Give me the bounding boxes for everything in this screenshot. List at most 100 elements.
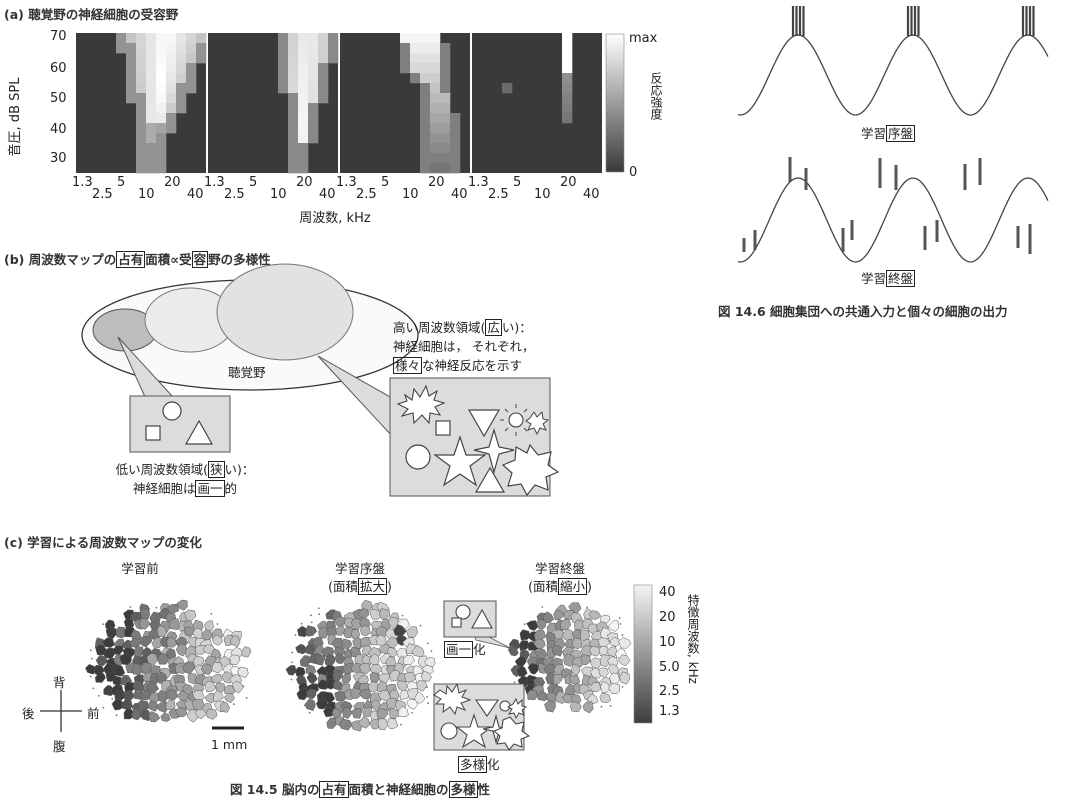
x-tick-4-1.3: 1.3 [468,175,489,190]
x-tick-1-20: 20 [164,175,181,190]
cell [139,607,151,620]
cell-dot [419,624,422,627]
cell-dot [426,686,428,689]
cell-dot [89,675,92,678]
cell-dot [242,685,245,688]
diverse-small-burst-shape [506,697,528,720]
cell [359,625,371,637]
cell [599,654,611,668]
colorbar-c-label: 特徴周波数, kHz [686,594,700,684]
cell-dot [600,705,603,708]
cell [139,709,151,722]
cell [600,680,611,693]
x-tick-2-20: 20 [296,175,313,190]
early-sub-box: 拡大 [357,578,387,595]
x-tick-4-2.5: 2.5 [488,187,509,202]
cell [314,654,326,666]
cell-dot [586,606,588,609]
cell [341,706,353,720]
early-sub-pre: (面積 [328,579,358,594]
cell [562,693,574,704]
cell-dot [426,696,428,698]
cell-dot [290,678,293,681]
scale-bar-label: 1 mm [211,737,248,752]
cell [316,699,329,710]
cell-map-before [85,599,252,723]
label-early-sub: (面積 拡大) [310,576,410,595]
cell [102,637,115,648]
cell [589,682,602,693]
cell [537,690,549,702]
cell [115,626,128,639]
low-circle-shape [162,401,182,421]
x-tick-3-40: 40 [451,187,468,202]
cell [358,688,372,700]
cell [551,644,563,657]
early-sub-post: ) [387,579,392,594]
high-triangle-shape [474,466,506,493]
panel-b-title: (b) 周波数マップの 占有 面積∝受容野の多様性 [4,249,271,268]
cell [306,688,317,700]
cell-dot [111,697,114,700]
cell [397,705,409,718]
cell [187,672,198,685]
cell-map-late [507,602,632,714]
cell [543,611,555,624]
cell-dot [609,704,612,707]
cell [165,688,178,701]
cell-dot [232,703,235,706]
high-burst-shape [396,384,446,425]
cell [205,708,218,720]
uniform-label-box: 画一 [444,641,474,658]
diverse-star7-shape [492,716,531,751]
low-line1-post: い)： [224,462,255,477]
panel-b-title-mid: 面積∝受 [145,252,192,267]
cell-dot [245,697,248,699]
y-tick-70: 70 [50,29,67,44]
cell-dot [513,681,516,684]
caption-box1: 占有 [319,781,349,798]
cell [606,646,618,657]
cell [388,707,399,719]
cell [406,698,418,710]
high-sun-shape [508,412,524,428]
cell-dot [291,661,293,664]
diverse-inverted-triangle-shape [474,699,500,717]
diverse-label-post: 化 [487,757,500,772]
low-line2-post: 的 [224,481,238,496]
cell [405,626,418,638]
cell [237,666,249,679]
cell [194,708,208,719]
label-before-learning: 学習前 [121,561,159,576]
cell [95,655,108,666]
cell [339,718,353,731]
cell [607,620,620,632]
panel-b-title-prefix: (b) 周波数マップの [4,252,117,267]
cell [608,682,620,695]
cell [166,636,177,648]
low-line2-box: 画一 [195,480,225,497]
uniform-label: 画一化 [444,639,486,658]
cell-dot [427,702,429,705]
cell [357,716,371,729]
low-triangle-shape [184,419,214,445]
cell-dot [155,606,158,609]
cell [231,680,245,694]
y-tick-60: 60 [50,61,67,76]
cell [201,663,213,675]
cell [204,693,216,704]
panel-c-title: (c) 学習による周波数マップの変化 [4,535,202,550]
cell [326,717,338,729]
cell [587,693,599,704]
cell-dot [619,623,622,625]
high-small-burst-shape [525,410,550,436]
y-tick-30: 30 [50,151,67,166]
cell [332,670,343,682]
cell [369,608,382,620]
x-tick-2-2.5: 2.5 [224,187,245,202]
cell [285,665,297,676]
high-star5-shape [433,435,487,487]
cell-dot [92,687,95,690]
cell-dot [115,714,118,717]
